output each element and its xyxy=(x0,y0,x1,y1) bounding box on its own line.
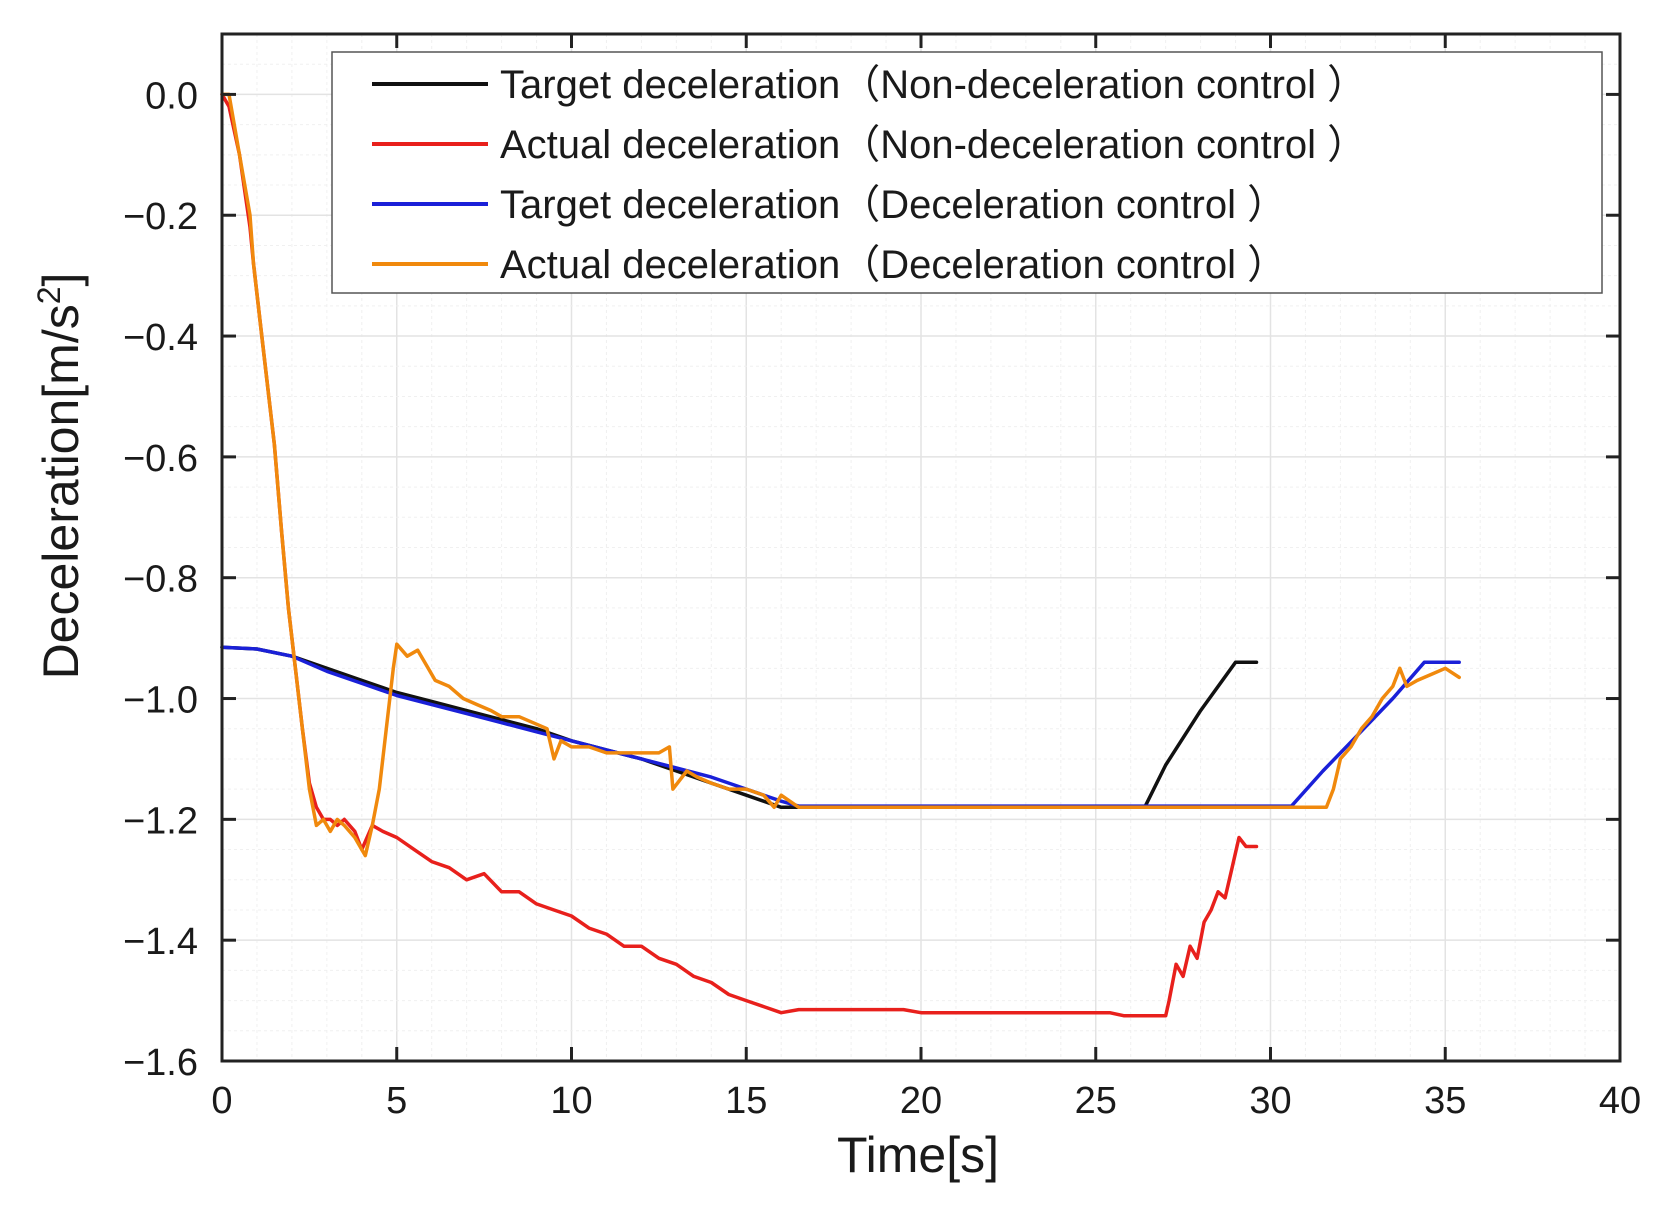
series-line-actual-control xyxy=(220,92,1461,858)
y-tick-label: −1.6 xyxy=(123,1042,198,1084)
y-axis-title: Deceleration[m/s2] xyxy=(31,273,89,680)
y-axis-label: Deceleration[m/s2] xyxy=(31,273,89,680)
x-tick-label: 10 xyxy=(550,1080,592,1122)
legend-box xyxy=(331,51,1603,294)
legend: Target deceleration（Non-deceleration con… xyxy=(331,51,1603,294)
y-axis-label-main: Deceleration[m/s xyxy=(33,304,89,679)
y-tick-label: −0.6 xyxy=(123,438,198,480)
legend-label-target-non-control: Target deceleration（Non-deceleration con… xyxy=(500,63,1367,107)
y-tick-label: −1.4 xyxy=(123,921,198,963)
y-tick-label: −1.2 xyxy=(123,800,198,842)
legend-label-actual-control: Actual deceleration（Deceleration control… xyxy=(500,243,1287,287)
y-tick-label: −0.4 xyxy=(123,317,198,359)
x-tick-label: 35 xyxy=(1424,1080,1466,1122)
x-tick-label: 15 xyxy=(725,1080,767,1122)
y-tick-label: −1.0 xyxy=(123,680,198,722)
axis-ticks: 0 5 10 15 20 25 30 35 40 0.0 −0.2 −0.4 −0.6 −0.8 −1.0 −… xyxy=(123,34,1641,1122)
y-axis-label-superscript: 2 xyxy=(31,286,67,304)
series-line-target-control xyxy=(220,645,1461,808)
y-tick-label: −0.8 xyxy=(123,559,198,601)
x-tick-label: 5 xyxy=(386,1080,407,1122)
x-axis-title: Time[s] xyxy=(837,1127,999,1183)
x-tick-label: 0 xyxy=(211,1080,232,1122)
legend-label-actual-non-control: Actual deceleration（Non-deceleration con… xyxy=(500,123,1367,167)
x-tick-label: 40 xyxy=(1599,1080,1641,1122)
x-tick-label: 30 xyxy=(1249,1080,1291,1122)
y-tick-label: 0.0 xyxy=(145,75,198,117)
legend-label-target-control: Target deceleration（Deceleration control… xyxy=(500,183,1287,227)
x-tick-label: 25 xyxy=(1075,1080,1117,1122)
plot-series xyxy=(220,92,1461,1018)
x-tick-label: 20 xyxy=(900,1080,942,1122)
y-tick-label: −0.2 xyxy=(123,196,198,238)
y-axis-label-end: ] xyxy=(33,273,89,287)
x-axis-label: Time[s] xyxy=(837,1127,999,1183)
